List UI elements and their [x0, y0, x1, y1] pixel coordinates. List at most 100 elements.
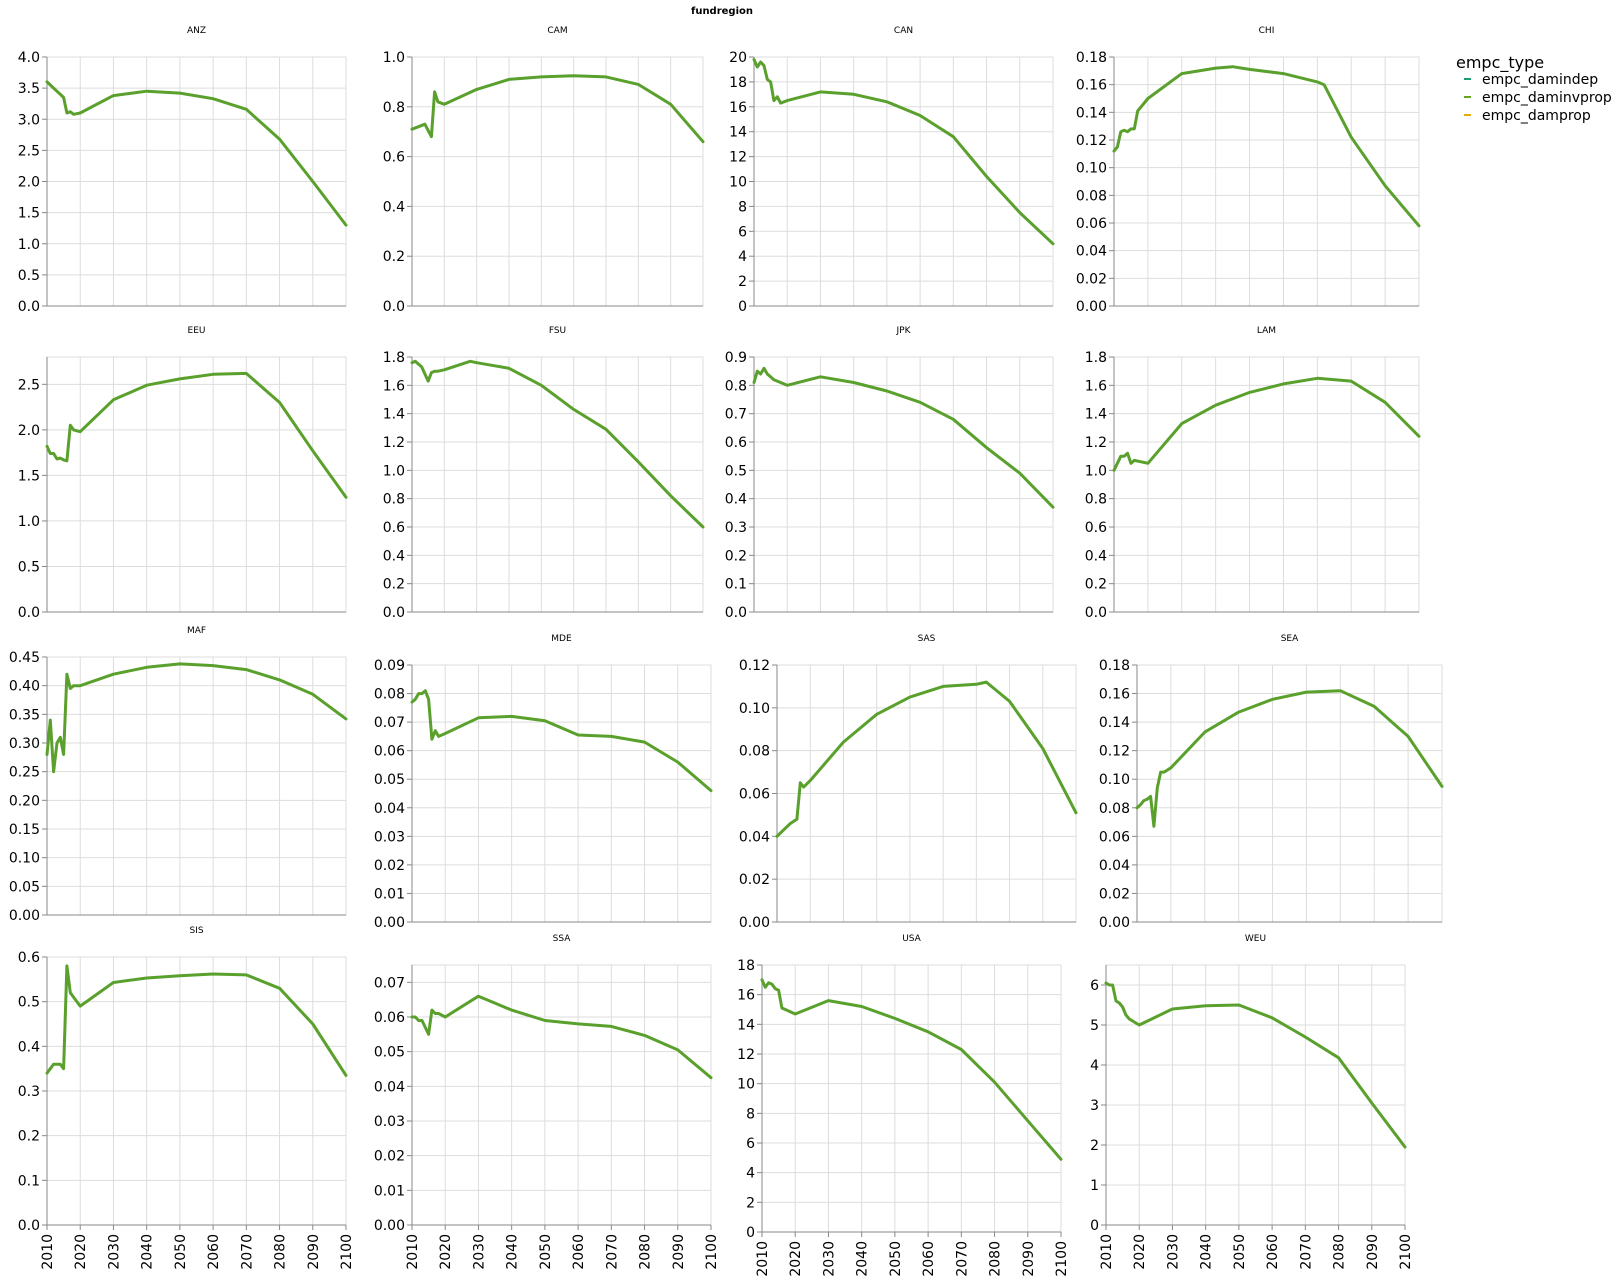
panel-frame: [1105, 964, 1406, 1226]
y-tick-label: 0.18: [1076, 50, 1107, 66]
panel-frame: [1113, 56, 1420, 307]
x-tick-label: 2090: [306, 1234, 322, 1270]
legend-entry: empc_damindep: [1482, 72, 1598, 88]
panel-title: MDE: [551, 634, 572, 644]
y-tick-label: 14: [729, 125, 747, 141]
y-tick-label: 0.03: [374, 1114, 405, 1130]
y-tick-label: 0.0: [383, 299, 405, 315]
x-tick-label: 2040: [505, 1234, 521, 1270]
y-tick-label: 4: [746, 1166, 755, 1182]
y-tick-label: 0.04: [1076, 244, 1107, 260]
x-tick-label: 2080: [1332, 1234, 1348, 1270]
y-tick-label: 0.04: [374, 1079, 405, 1095]
y-tick-label: 0.8: [725, 378, 747, 394]
series-line-maf: [45, 662, 348, 774]
x-tick-label: 2080: [273, 1234, 289, 1270]
y-tick-label: 2: [738, 274, 747, 290]
y-tick-label: 0.03: [374, 829, 405, 845]
panel-frame: [411, 964, 712, 1226]
y-tick-label: 0.06: [1076, 216, 1107, 232]
y-tick-label: 16: [729, 100, 747, 116]
y-tick-label: 0.00: [9, 908, 40, 924]
y-tick-label: 2.0: [18, 423, 40, 439]
x-tick-label: 2020: [788, 1241, 804, 1277]
y-tick-label: 0.2: [1085, 577, 1107, 593]
x-tick-label: 2070: [604, 1234, 620, 1270]
y-tick-label: 0.2: [383, 249, 405, 265]
y-tick-label: 0.0: [1085, 605, 1107, 621]
y-tick-label: 6: [738, 224, 747, 240]
y-tick-label: 0.1: [725, 577, 747, 593]
y-tick-label: 14: [737, 1017, 755, 1033]
x-tick-label: 2100: [704, 1234, 720, 1270]
x-tick-label: 2100: [1054, 1241, 1070, 1277]
legend-title: empc_type: [1456, 53, 1544, 73]
y-tick-label: 0.06: [374, 1010, 405, 1026]
y-tick-label: 0.04: [739, 829, 770, 845]
y-tick-label: 12: [729, 150, 747, 166]
y-tick-label: 0.6: [383, 150, 405, 166]
y-tick-label: 0.10: [1076, 161, 1107, 177]
y-tick-label: 1: [1090, 1178, 1099, 1194]
y-tick-label: 0.10: [1099, 772, 1130, 788]
y-tick-label: 2: [1090, 1138, 1099, 1154]
y-tick-label: 0.0: [18, 605, 40, 621]
series-line-weu: [1104, 981, 1407, 1149]
y-tick-label: 0.6: [18, 950, 40, 966]
y-tick-label: 8: [746, 1106, 755, 1122]
y-tick-label: 0.04: [374, 801, 405, 817]
y-tick-label: 0.6: [1085, 520, 1107, 536]
y-tick-label: 0.08: [374, 687, 405, 703]
panel-sis: 0.0 0.1 0.2 0.3 0.4 0.5 0.6 2010 2020 2030 2040 205…: [18, 926, 355, 1270]
x-tick-label: 2100: [339, 1234, 355, 1270]
panel-title: WEU: [1245, 934, 1266, 944]
y-tick-label: 3: [1090, 1098, 1099, 1114]
panel-title: LAM: [1257, 326, 1276, 336]
y-tick-label: 0.5: [18, 995, 40, 1011]
x-tick-label: 2070: [1298, 1234, 1314, 1270]
y-tick-label: 0.07: [374, 715, 405, 731]
x-tick-label: 2050: [173, 1234, 189, 1270]
y-tick-label: 0.3: [725, 520, 747, 536]
x-tick-label: 2070: [954, 1241, 970, 1277]
series-line-eeu: [45, 371, 348, 499]
x-tick-label: 2010: [405, 1234, 421, 1270]
panel-title: ANZ: [187, 26, 206, 36]
y-tick-label: 0.01: [374, 886, 405, 902]
y-tick-label: 18: [737, 958, 755, 974]
x-tick-label: 2080: [988, 1241, 1004, 1277]
y-tick-label: 18: [729, 75, 747, 91]
y-tick-label: 3.5: [18, 81, 40, 97]
y-tick-label: 0.00: [1099, 915, 1130, 931]
y-tick-label: 0.5: [18, 559, 40, 575]
y-tick-label: 0.20: [9, 793, 40, 809]
y-tick-label: 0.8: [383, 100, 405, 116]
y-tick-label: 0: [738, 299, 747, 315]
x-tick-label: 2010: [755, 1241, 771, 1277]
y-tick-label: 0.02: [1076, 271, 1107, 287]
panel-title: SEA: [1281, 634, 1299, 644]
y-tick-label: 0.00: [1076, 299, 1107, 315]
y-tick-label: 0.06: [1099, 829, 1130, 845]
y-tick-label: 1.4: [383, 407, 405, 423]
y-tick-label: 0.01: [374, 1183, 405, 1199]
y-tick-label: 0.08: [1099, 801, 1130, 817]
panel-maf: 0.00 0.05 0.10 0.15 0.20 0.25 0.30 0.35 0.40 0.45…: [9, 626, 348, 924]
y-tick-label: 0.06: [739, 787, 770, 803]
panel-eeu: 0.0 0.5 1.0 1.5 2.0 2.5 EEU: [18, 326, 348, 621]
x-tick-label: 2080: [638, 1234, 654, 1270]
x-tick-label: 2070: [239, 1234, 255, 1270]
y-tick-label: 0.0: [725, 605, 747, 621]
x-tick-label: 2010: [40, 1234, 56, 1270]
panel-title: SAS: [918, 634, 936, 644]
y-tick-label: 0.5: [725, 463, 747, 479]
y-tick-label: 1.0: [383, 463, 405, 479]
panel-ssa: 0.00 0.01 0.02 0.03 0.04 0.05 0.06 0.07 2010 2020…: [374, 934, 720, 1270]
x-tick-label: 2050: [538, 1234, 554, 1270]
x-tick-label: 2020: [438, 1234, 454, 1270]
panel-title: EEU: [188, 326, 206, 336]
panel-weu: 0 1 2 3 4 5 6 2010 2020 2030 2040 2050 2060 2070 2080 2…: [1090, 934, 1414, 1270]
y-tick-label: 0.00: [374, 915, 405, 931]
y-tick-label: 0.08: [1076, 188, 1107, 204]
x-tick-label: 2090: [1365, 1234, 1381, 1270]
